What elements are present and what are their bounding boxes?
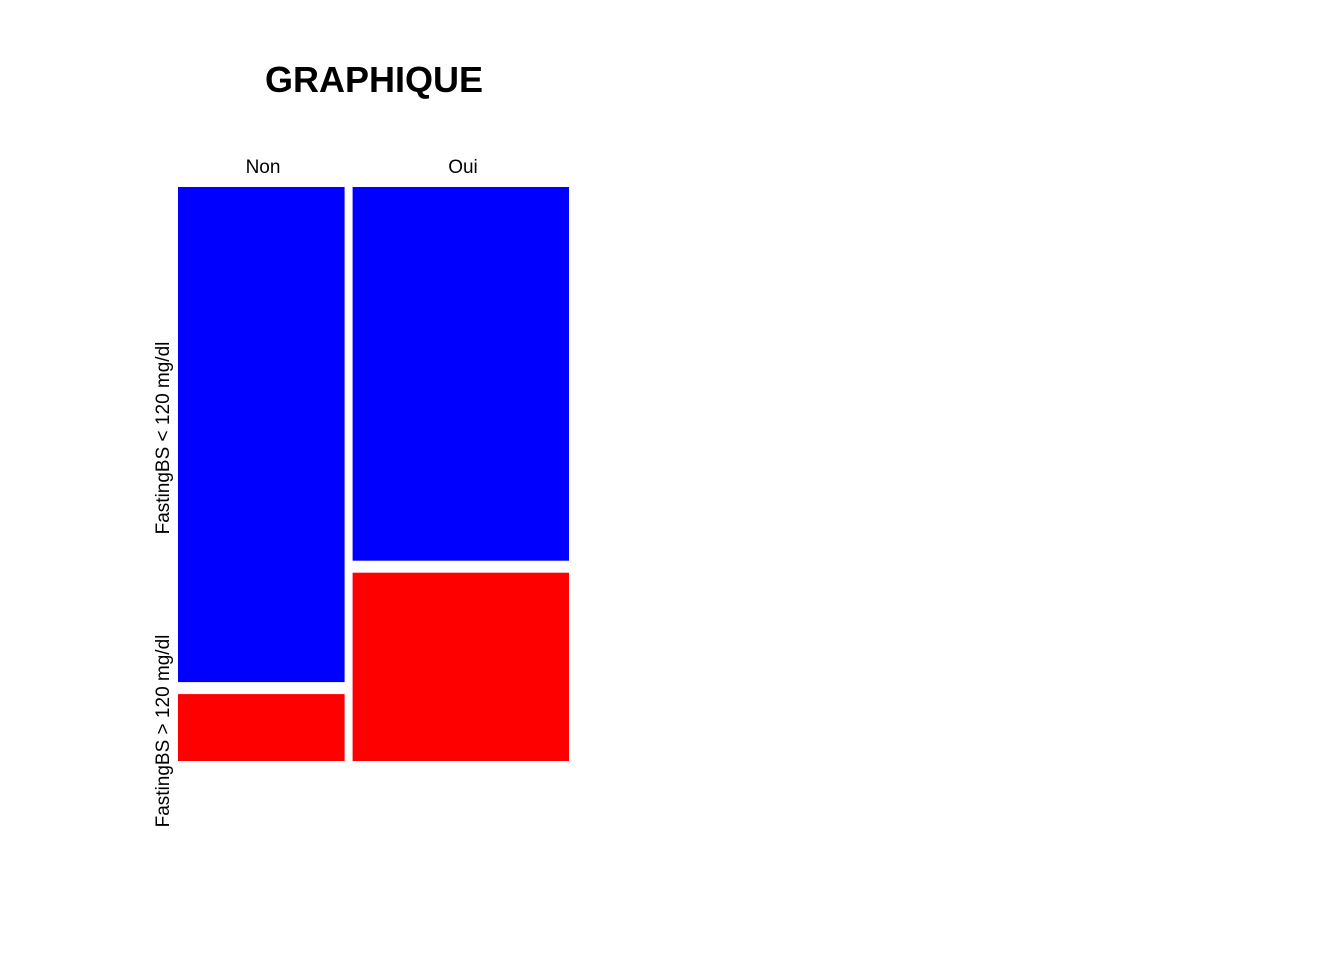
chart-title: GRAPHIQUE xyxy=(265,59,483,100)
mosaic-tile-oui-low xyxy=(352,187,569,561)
row-label-fastingbs-high: FastingBS > 120 mg/dl xyxy=(153,635,174,828)
mosaic-tile-non-low xyxy=(178,187,345,683)
mosaic-tile-non-high xyxy=(178,694,345,761)
mosaic-tile-oui-high xyxy=(352,572,569,761)
row-label-fastingbs-low: FastingBS < 120 mg/dl xyxy=(153,342,174,535)
column-label-non: Non xyxy=(246,157,281,178)
column-label-oui: Oui xyxy=(448,157,478,178)
mosaic-tiles xyxy=(178,187,569,761)
